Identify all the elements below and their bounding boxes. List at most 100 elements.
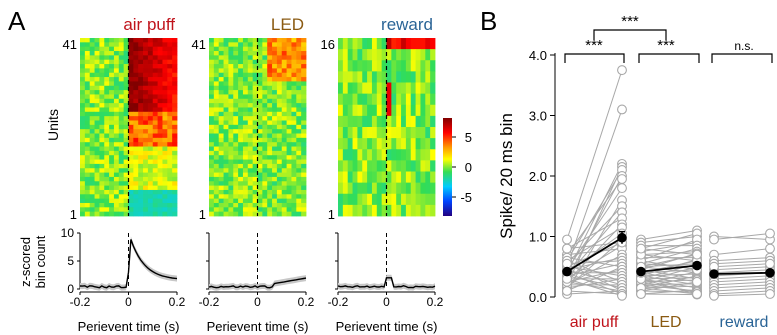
heatmap-cell	[376, 104, 383, 117]
heatmap-cell	[109, 198, 115, 204]
heatmap-cell	[143, 116, 149, 121]
heatmap-cell	[133, 111, 139, 117]
heatmap-cell	[228, 85, 234, 91]
heatmap-cell	[252, 172, 258, 178]
heatmap-cell	[281, 176, 287, 182]
heatmap-cell	[218, 103, 224, 108]
heatmap-cell	[213, 120, 220, 126]
heatmap-cell	[301, 163, 307, 169]
heatmap-cell	[281, 202, 287, 208]
heatmap-cell	[167, 198, 173, 204]
heatmap-cell	[157, 150, 163, 156]
heatmap-cell	[80, 207, 86, 213]
heatmap-cell	[301, 133, 307, 139]
heatmap-cell	[84, 168, 91, 173]
heatmap-cell	[386, 160, 392, 172]
heatmap-cell	[347, 127, 353, 139]
heatmap-cell	[213, 90, 220, 95]
heatmap-cell	[84, 51, 91, 56]
heatmap-cell	[123, 194, 129, 200]
heatmap-cell	[242, 185, 249, 191]
heatmap-cell	[162, 168, 168, 173]
heatmap-cell	[362, 93, 368, 106]
pair-line	[713, 232, 771, 241]
heatmap-cell	[276, 85, 283, 91]
heatmap-cell	[352, 160, 358, 172]
heatmap-cell	[113, 150, 120, 156]
heatmap-cell	[152, 55, 158, 61]
heatmap-cell	[301, 146, 307, 152]
heatmap-cell	[89, 68, 95, 74]
heatmap-cell	[133, 137, 139, 143]
heatmap-cell	[113, 155, 120, 160]
heatmap-cell	[386, 104, 392, 117]
heatmap-cell	[143, 103, 149, 108]
heatmap-cell	[233, 116, 239, 121]
heatmap-cell	[242, 129, 249, 134]
mean-point	[617, 232, 627, 243]
heatmap-cell	[357, 104, 363, 117]
heatmap-cell	[425, 49, 431, 61]
heatmap-cell	[430, 193, 436, 206]
heatmap-cell	[233, 59, 239, 65]
significance-bracket	[638, 53, 700, 63]
heatmap-cell	[223, 189, 229, 195]
heatmap-cell	[213, 55, 220, 61]
heatmap-cell	[80, 150, 86, 156]
heatmap-cell	[172, 194, 178, 200]
heatmap-cell	[94, 189, 100, 195]
heatmap-cell	[218, 55, 224, 61]
heatmap-cell	[133, 81, 139, 87]
heatmap-cell	[128, 142, 134, 147]
heatmap-cell	[104, 159, 110, 165]
heatmap-cell	[218, 129, 224, 134]
pair-line	[566, 163, 623, 274]
heatmap-cell	[109, 90, 115, 95]
heatmap-cell	[238, 51, 244, 56]
heatmap-cell	[247, 116, 254, 121]
heatmap-cell	[172, 207, 178, 213]
heatmap-cell	[89, 85, 95, 91]
heatmap-cell	[291, 72, 297, 78]
heatmap-cell	[94, 64, 100, 69]
heatmap-cell	[118, 42, 125, 48]
heatmap-cell	[272, 107, 278, 113]
heatmap-cell	[209, 81, 215, 87]
heatmap-cell	[133, 129, 139, 134]
heatmap-cell	[218, 116, 224, 121]
psth-y-tick-label: 0	[67, 282, 74, 296]
heatmap-cell	[257, 68, 263, 74]
heatmap-cell	[118, 120, 125, 126]
heatmap-cell	[296, 55, 302, 61]
heatmap-cell	[113, 98, 120, 104]
heatmap-cell	[213, 159, 220, 165]
heatmap-cell	[247, 77, 254, 82]
heatmap-cell	[143, 194, 149, 200]
heatmap-cell	[405, 127, 412, 139]
heatmap-cell	[272, 98, 278, 104]
heatmap-cell	[420, 160, 426, 172]
heatmap-cell	[238, 46, 244, 52]
heatmap-cell	[371, 38, 378, 50]
heatmap-cell	[342, 127, 349, 139]
heatmap-cell	[257, 198, 263, 204]
heatmap-cell	[242, 168, 249, 173]
heatmap-cell	[209, 111, 215, 117]
heatmap-cell	[267, 124, 273, 130]
heatmap-cell	[228, 150, 234, 156]
heatmap-cell	[147, 94, 154, 100]
heatmap-cell	[233, 146, 239, 152]
heatmap-cell	[272, 85, 278, 91]
heatmap-cell	[123, 124, 129, 130]
heatmap-cell	[301, 98, 307, 104]
heatmap-cell	[391, 60, 397, 72]
heatmap-cell	[281, 81, 287, 87]
heatmap-cell	[272, 129, 278, 134]
heatmap-cell	[152, 150, 158, 156]
heatmap-cell	[286, 107, 292, 113]
heatmap-cell	[162, 129, 168, 134]
heatmap-cell	[233, 103, 239, 108]
heatmap-cell	[276, 111, 283, 117]
heatmap-cell	[138, 42, 144, 48]
heatmap-cell	[113, 103, 120, 108]
